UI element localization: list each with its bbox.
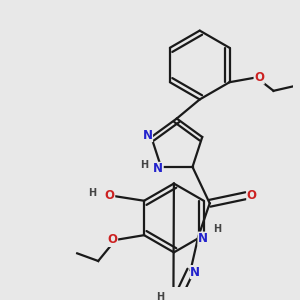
Text: H: H: [156, 292, 164, 300]
Text: O: O: [254, 71, 264, 84]
Text: N: N: [142, 129, 152, 142]
Text: H: H: [213, 224, 221, 234]
Text: O: O: [105, 190, 115, 202]
Text: O: O: [107, 233, 118, 247]
Text: N: N: [190, 266, 200, 279]
Text: H: H: [88, 188, 97, 198]
Text: N: N: [198, 232, 208, 245]
Text: N: N: [153, 162, 163, 176]
Text: O: O: [247, 189, 257, 202]
Text: H: H: [140, 160, 148, 170]
